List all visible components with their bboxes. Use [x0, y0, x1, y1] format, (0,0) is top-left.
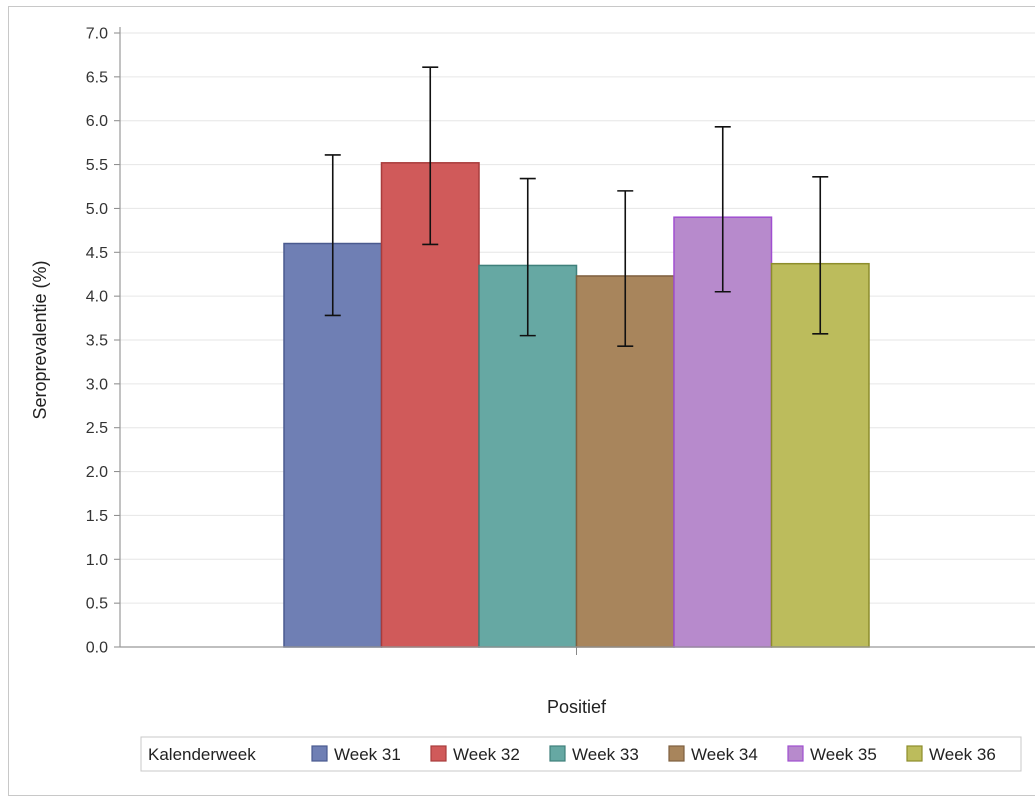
error-bar-week-32 [422, 66, 439, 246]
legend-item-week-36: Week 36 [906, 745, 996, 764]
error-bars [324, 66, 829, 347]
legend-label: Week 33 [572, 745, 639, 764]
legend-item-week-32: Week 32 [430, 745, 520, 764]
y-tick-label: 5.0 [86, 201, 108, 218]
legend-swatch [787, 745, 804, 762]
error-bar-week-31 [324, 154, 341, 317]
x-axis-title: Positief [547, 697, 607, 717]
y-tick-label: 1.5 [86, 508, 108, 525]
chart-root: 0.0 0.5 1.0 1.5 2.0 2.5 3.0 3.5 4.0 4.5 5.0 5.5 6.0 6… [8, 6, 1035, 796]
axes: 0.0 0.5 1.0 1.5 2.0 2.5 3.0 3.5 4.0 4.5 5.0 5.5 6.0 6… [86, 26, 1035, 657]
legend-label: Week 34 [691, 745, 758, 764]
y-tick-label: 6.5 [86, 69, 108, 86]
legend-label: Week 36 [929, 745, 996, 764]
y-tick-label: 1.0 [86, 552, 108, 569]
bars [283, 162, 870, 648]
legend-swatch [906, 745, 923, 762]
error-bar-week-34 [617, 190, 634, 347]
error-bar-week-33 [519, 177, 536, 337]
y-tick-label: 4.0 [86, 289, 108, 306]
error-bar-week-36 [812, 176, 829, 335]
legend-title: Kalenderweek [148, 745, 256, 764]
y-tick-label: 6.0 [86, 113, 108, 130]
y-tick-label: 7.0 [86, 26, 108, 43]
y-tick-label: 3.5 [86, 333, 108, 350]
y-tick-label: 0.5 [86, 596, 108, 613]
y-tick-label: 4.5 [86, 245, 108, 262]
legend: Kalenderweek Week 31 Week 32 Week 33 Week 3… [140, 736, 1022, 772]
y-tick-label: 2.0 [86, 464, 108, 481]
legend-item-week-34: Week 34 [668, 745, 758, 764]
error-bar-week-35 [714, 126, 731, 293]
y-tick-label: 2.5 [86, 420, 108, 437]
legend-item-week-35: Week 35 [787, 745, 877, 764]
legend-swatch [311, 745, 328, 762]
y-tick-label: 3.0 [86, 376, 108, 393]
y-tick-label: 5.5 [86, 157, 108, 174]
y-tick-label: 0.0 [86, 640, 108, 657]
legend-swatch [430, 745, 447, 762]
legend-item-week-31: Week 31 [311, 745, 401, 764]
legend-label: Week 31 [334, 745, 401, 764]
legend-box [140, 736, 1022, 772]
legend-swatch [668, 745, 685, 762]
legend-item-week-33: Week 33 [549, 745, 639, 764]
legend-label: Week 35 [810, 745, 877, 764]
legend-swatch [549, 745, 566, 762]
y-axis-title: Seroprevalentie (%) [30, 260, 50, 419]
bar-chart: 0.0 0.5 1.0 1.5 2.0 2.5 3.0 3.5 4.0 4.5 5.0 5.5 6.0 6… [30, 26, 1035, 772]
legend-label: Week 32 [453, 745, 520, 764]
